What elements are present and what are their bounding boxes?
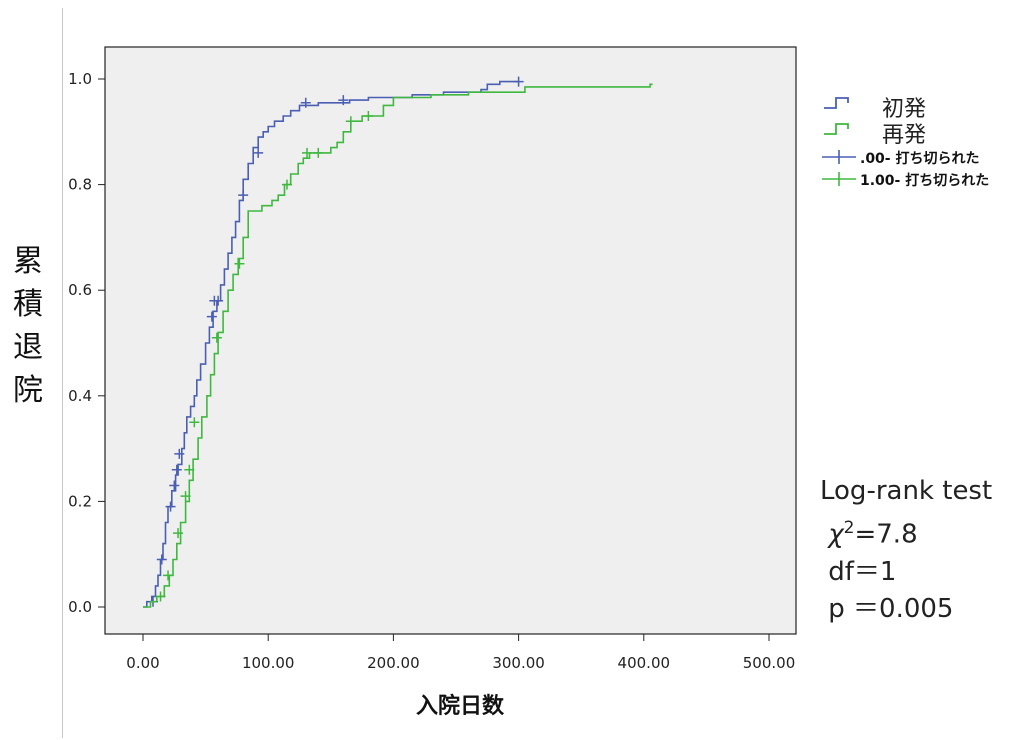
y-tick-label: 0.0 (68, 598, 92, 616)
censor-mark-series-1 (180, 491, 191, 502)
legend-label-censored-1: 1.00- 打ち切られた (860, 173, 990, 189)
censor-mark-series-1 (302, 147, 313, 158)
chi-symbol: χ (828, 519, 844, 550)
x-tick-label: 100.00 (242, 654, 295, 672)
censor-mark-series-0 (165, 501, 176, 512)
legend-label-recurrence: 再発 (882, 123, 927, 148)
stats-chi-square: χ2=7.8 (820, 510, 992, 554)
y-axis-label-char: 退 (13, 330, 43, 365)
y-tick-label: 0.2 (68, 492, 92, 510)
stats-p-value: p ＝0.005 (820, 593, 954, 624)
stats-df: df＝1 (820, 556, 897, 587)
legend-label-censored-0: .00- 打ち切られた (860, 151, 980, 167)
y-tick-label: 0.6 (68, 281, 92, 299)
y-axis-label-char: 積 (13, 287, 43, 322)
legend-censor-swatch-1 (822, 172, 856, 186)
censor-mark-series-1 (163, 570, 174, 581)
censor-mark-series-0 (206, 311, 217, 322)
censor-mark-series-1 (184, 464, 195, 475)
y-tick-label: 0.8 (68, 176, 92, 194)
censor-mark-series-0 (238, 190, 249, 201)
y-tick-label: 0.4 (68, 387, 92, 405)
x-tick-label: 300.00 (492, 654, 545, 672)
censor-mark-series-0 (300, 97, 311, 108)
censor-mark-series-0 (171, 464, 182, 475)
censor-mark-series-1 (234, 258, 245, 269)
x-tick-label: 500.00 (743, 654, 796, 672)
x-tick-label: 400.00 (618, 654, 671, 672)
left-divider-line (62, 8, 63, 738)
y-tick-label: 1.0 (68, 70, 92, 88)
censor-mark-series-1 (313, 147, 324, 158)
x-tick-label: 0.00 (126, 654, 159, 672)
legend-label-first-onset: 初発 (882, 97, 927, 122)
censor-mark-series-1 (173, 528, 184, 539)
y-axis-label-char: 院 (13, 373, 43, 408)
y-axis-label-char: 累 (13, 244, 43, 279)
legend-line-swatch-0 (824, 97, 849, 109)
censor-mark-series-0 (253, 147, 264, 158)
legend-line-swatch-1 (824, 123, 849, 135)
censor-mark-series-1 (345, 116, 356, 127)
censor-mark-series-1 (155, 591, 166, 602)
censor-mark-series-0 (513, 76, 524, 87)
censor-mark-series-0 (156, 554, 167, 565)
legend-censor-swatch-0 (822, 150, 856, 164)
plot-area (104, 46, 797, 635)
log-rank-stats: Log-rank test χ2=7.8 df＝1 p ＝0.005 (820, 473, 992, 628)
censor-mark-series-1 (189, 417, 200, 428)
y-axis-label: 累 積 退 院 (8, 240, 48, 412)
censor-mark-series-1 (281, 179, 292, 190)
censor-mark-series-0 (169, 480, 180, 491)
x-tick-label: 200.00 (367, 654, 420, 672)
censor-mark-series-0 (338, 95, 349, 106)
km-curve-series-0 (143, 80, 519, 608)
chi-superscript: 2 (843, 518, 855, 538)
chi-value: =7.8 (854, 519, 918, 550)
censor-mark-series-0 (213, 295, 224, 306)
censor-mark-series-1 (211, 332, 222, 343)
censor-mark-series-0 (174, 448, 185, 459)
censor-mark-series-1 (363, 110, 374, 121)
x-axis-label: 入院日数 (415, 694, 504, 719)
stats-title: Log-rank test (820, 476, 993, 506)
km-curve-series-1 (143, 83, 653, 608)
